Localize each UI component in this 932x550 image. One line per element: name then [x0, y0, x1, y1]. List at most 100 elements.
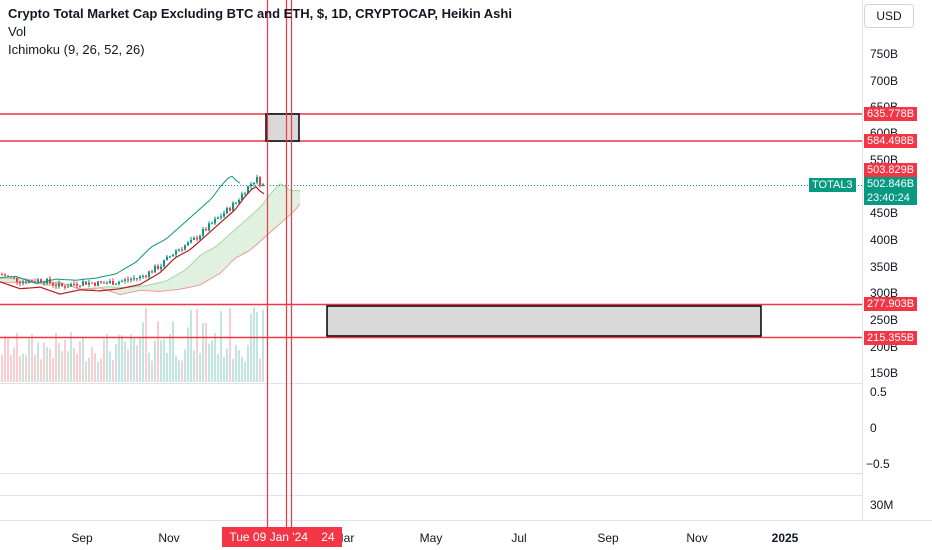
volume-bar	[199, 353, 201, 382]
candle-body	[184, 245, 186, 250]
volume-bar	[79, 341, 81, 382]
time-tick: Sep	[597, 531, 619, 545]
volume-bar	[109, 351, 111, 382]
volume-bar	[31, 334, 33, 382]
volume-bar	[229, 308, 231, 382]
candle-body	[40, 279, 42, 282]
candle-body	[85, 281, 87, 285]
volume-bar	[67, 351, 69, 382]
candle-body	[7, 276, 9, 278]
symbol-tag: TOTAL3	[809, 178, 856, 192]
candle-body	[142, 275, 144, 277]
volume-bar	[262, 309, 264, 382]
candle-body	[250, 184, 252, 187]
volume-bar	[217, 354, 219, 382]
volume-bar	[193, 350, 195, 382]
volume-bar	[220, 311, 222, 382]
price-tick: 450B	[870, 206, 898, 220]
volume-bar	[7, 338, 9, 382]
volume-bar	[238, 350, 240, 382]
candle-body	[154, 265, 156, 273]
candle-body	[19, 281, 21, 284]
volume-bar	[223, 357, 225, 382]
candle-body	[157, 265, 159, 270]
time-tick: Jul	[511, 531, 526, 545]
volume-bar	[175, 356, 177, 382]
candle-body	[37, 279, 39, 282]
candle-body	[31, 280, 33, 282]
candle-body	[253, 182, 255, 185]
volume-bar	[73, 347, 75, 382]
candle-body	[103, 282, 105, 284]
volume-bar	[133, 337, 135, 382]
indicator-tick: −0.5	[866, 457, 890, 471]
candle-body	[172, 254, 174, 257]
price-tick: 750B	[870, 47, 898, 61]
candle-body	[175, 250, 177, 255]
volume-bar	[178, 360, 180, 382]
candle-body	[82, 281, 84, 286]
candle-body	[193, 237, 195, 240]
volume-bar	[202, 323, 204, 382]
price-tick: 150B	[870, 366, 898, 380]
candle-body	[241, 193, 243, 200]
candle-body	[145, 275, 147, 277]
volume-bar	[49, 348, 51, 382]
volume-bar	[118, 334, 120, 382]
volume-bar	[184, 349, 186, 382]
candle-body	[247, 186, 249, 194]
volume-bar	[25, 355, 27, 382]
candle-body	[169, 256, 171, 258]
volume-bar	[37, 342, 39, 382]
volume-bar	[244, 361, 246, 382]
volume-bar	[58, 342, 60, 382]
level-tag-277: 277.903B	[864, 297, 918, 311]
time-partial: 24	[321, 530, 335, 544]
candle-body	[94, 282, 96, 286]
volume-bar	[214, 333, 216, 382]
candle-body	[259, 177, 261, 186]
candles	[1, 174, 264, 290]
candle-body	[1, 274, 3, 276]
volume-bar	[64, 339, 66, 382]
volume-bar	[226, 348, 228, 382]
candle-body	[136, 278, 138, 280]
candle-body	[166, 256, 168, 261]
crosshair-time-label: Tue 09 Jan '24 24	[222, 527, 342, 547]
ichimoku-span-a	[0, 183, 300, 291]
candle-body	[187, 242, 189, 246]
countdown: 23:40:24	[867, 192, 910, 204]
zone-rect-lower[interactable]	[326, 305, 762, 337]
candle-body	[100, 281, 102, 283]
time-tick: May	[420, 531, 443, 545]
candle-body	[91, 282, 93, 284]
candle-body	[199, 235, 201, 240]
volume-bar	[91, 347, 93, 382]
legend-vol[interactable]: Vol	[8, 24, 27, 39]
crosshair-time: Tue 09 Jan '24	[229, 530, 308, 544]
zone-rect-upper[interactable]	[265, 113, 300, 142]
ichimoku-base-line	[0, 186, 265, 295]
candle-body	[229, 207, 231, 211]
candle-body	[205, 228, 207, 231]
candle-body	[196, 237, 198, 240]
volume-bar	[160, 340, 162, 382]
candle-body	[208, 223, 210, 231]
price-tick: 300B	[870, 286, 898, 300]
last-price-tag: 502.846B 23:40:24	[864, 177, 918, 205]
volume-bar	[130, 334, 132, 382]
candle-body	[13, 276, 15, 278]
volume-bars	[1, 307, 264, 382]
volume-bar	[94, 353, 96, 382]
volume-bar	[106, 334, 108, 382]
candle-body	[112, 281, 114, 285]
candle-body	[4, 274, 6, 277]
price-tick: 700B	[870, 74, 898, 88]
candle-body	[202, 228, 204, 236]
candle-body	[226, 207, 228, 214]
volume-bar	[253, 307, 255, 382]
legend-ichimoku[interactable]: Ichimoku (9, 26, 52, 26)	[8, 42, 145, 57]
currency-button[interactable]: USD	[864, 4, 914, 28]
volume-bar	[115, 343, 117, 382]
